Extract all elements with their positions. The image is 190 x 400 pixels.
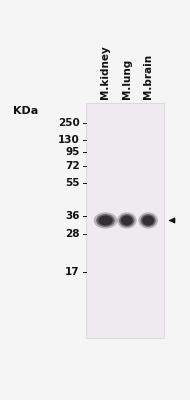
Ellipse shape	[96, 214, 115, 227]
Text: 36: 36	[65, 211, 80, 221]
Ellipse shape	[94, 212, 117, 229]
Text: M.kidney: M.kidney	[101, 45, 110, 99]
Text: 55: 55	[65, 178, 80, 188]
Ellipse shape	[142, 216, 154, 226]
Text: 17: 17	[65, 267, 80, 277]
Ellipse shape	[117, 212, 137, 229]
Bar	[86, 104, 164, 338]
Text: 28: 28	[65, 229, 80, 239]
Text: 130: 130	[58, 135, 80, 146]
Ellipse shape	[119, 214, 135, 227]
Ellipse shape	[98, 216, 113, 226]
Ellipse shape	[140, 214, 156, 227]
Ellipse shape	[121, 216, 133, 226]
Text: 95: 95	[65, 147, 80, 157]
Text: 72: 72	[65, 161, 80, 171]
Ellipse shape	[138, 212, 158, 229]
Text: M.lung: M.lung	[122, 58, 132, 99]
Text: 250: 250	[58, 118, 80, 128]
Text: M.brain: M.brain	[143, 54, 153, 99]
Text: KDa: KDa	[13, 106, 38, 116]
